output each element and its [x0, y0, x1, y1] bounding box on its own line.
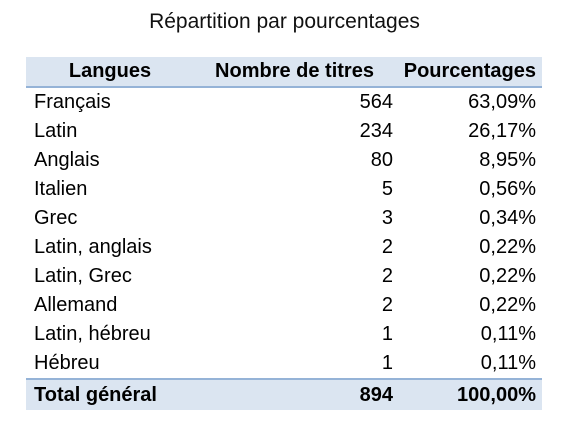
row-titres: 2: [381, 294, 393, 316]
row-titres: 3: [381, 207, 393, 229]
table-row: Latin, anglais 2 0,22%: [26, 233, 542, 262]
table-row: Allemand 2 0,22%: [26, 291, 542, 320]
column-header-pourcentages: Pourcentages: [395, 57, 542, 88]
row-langue: Hébreu: [34, 352, 100, 374]
row-langue: Allemand: [34, 294, 118, 316]
percentage-table: Langues Nombre de titres Pourcentages Fr…: [26, 57, 542, 410]
row-langue: Latin, Grec: [34, 265, 132, 287]
table-row: Latin, Grec 2 0,22%: [26, 262, 542, 291]
table-title: Répartition par pourcentages: [149, 10, 420, 33]
total-label: Total général: [26, 378, 194, 410]
row-langue: Latin: [34, 120, 78, 142]
row-pourcentage: 0,34%: [479, 207, 536, 229]
total-titres: 894: [194, 378, 395, 410]
row-pourcentage: 63,09%: [468, 91, 536, 113]
row-langue: Français: [34, 91, 111, 113]
row-pourcentage: 8,95%: [479, 149, 536, 171]
row-langue: Grec: [34, 207, 78, 229]
row-titres: 234: [359, 120, 393, 142]
row-pourcentage: 0,11%: [480, 323, 536, 345]
row-langue: Italien: [34, 178, 88, 200]
table-body: Français 564 63,09% Latin 234 26,17% Anglais 80…: [26, 87, 542, 379]
row-pourcentage: 0,22%: [479, 294, 536, 316]
table-row: Français 564 63,09%: [26, 87, 542, 117]
row-titres: 1: [381, 323, 393, 345]
row-pourcentage: 0,22%: [479, 265, 536, 287]
table-row: Latin 234 26,17%: [26, 117, 542, 146]
row-langue: Latin, anglais: [34, 236, 152, 258]
table-row: Italien 5 0,56%: [26, 175, 542, 204]
row-pourcentage: 26,17%: [468, 120, 536, 142]
total-row: Total général 894 100,00%: [26, 378, 542, 410]
row-langue: Latin, hébreu: [34, 323, 151, 345]
row-pourcentage: 0,11%: [480, 352, 536, 374]
row-pourcentage: 0,56%: [479, 178, 536, 200]
row-langue: Anglais: [34, 149, 100, 171]
table-row: Hébreu 1 0,11%: [26, 349, 542, 379]
row-titres: 5: [381, 178, 393, 200]
column-header-nombre-de-titres: Nombre de titres: [194, 57, 395, 88]
table-row: Grec 3 0,34%: [26, 204, 542, 233]
column-header-langues: Langues: [26, 57, 194, 88]
table-row: Anglais 80 8,95%: [26, 146, 542, 175]
header-row: Langues Nombre de titres Pourcentages: [26, 57, 542, 88]
total-pourcentage: 100,00%: [395, 378, 542, 410]
row-titres: 564: [359, 91, 393, 113]
row-pourcentage: 0,22%: [479, 236, 536, 258]
row-titres: 80: [370, 149, 393, 171]
row-titres: 2: [381, 236, 393, 258]
row-titres: 1: [381, 352, 393, 374]
table-row: Latin, hébreu 1 0,11%: [26, 320, 542, 349]
row-titres: 2: [381, 265, 393, 287]
